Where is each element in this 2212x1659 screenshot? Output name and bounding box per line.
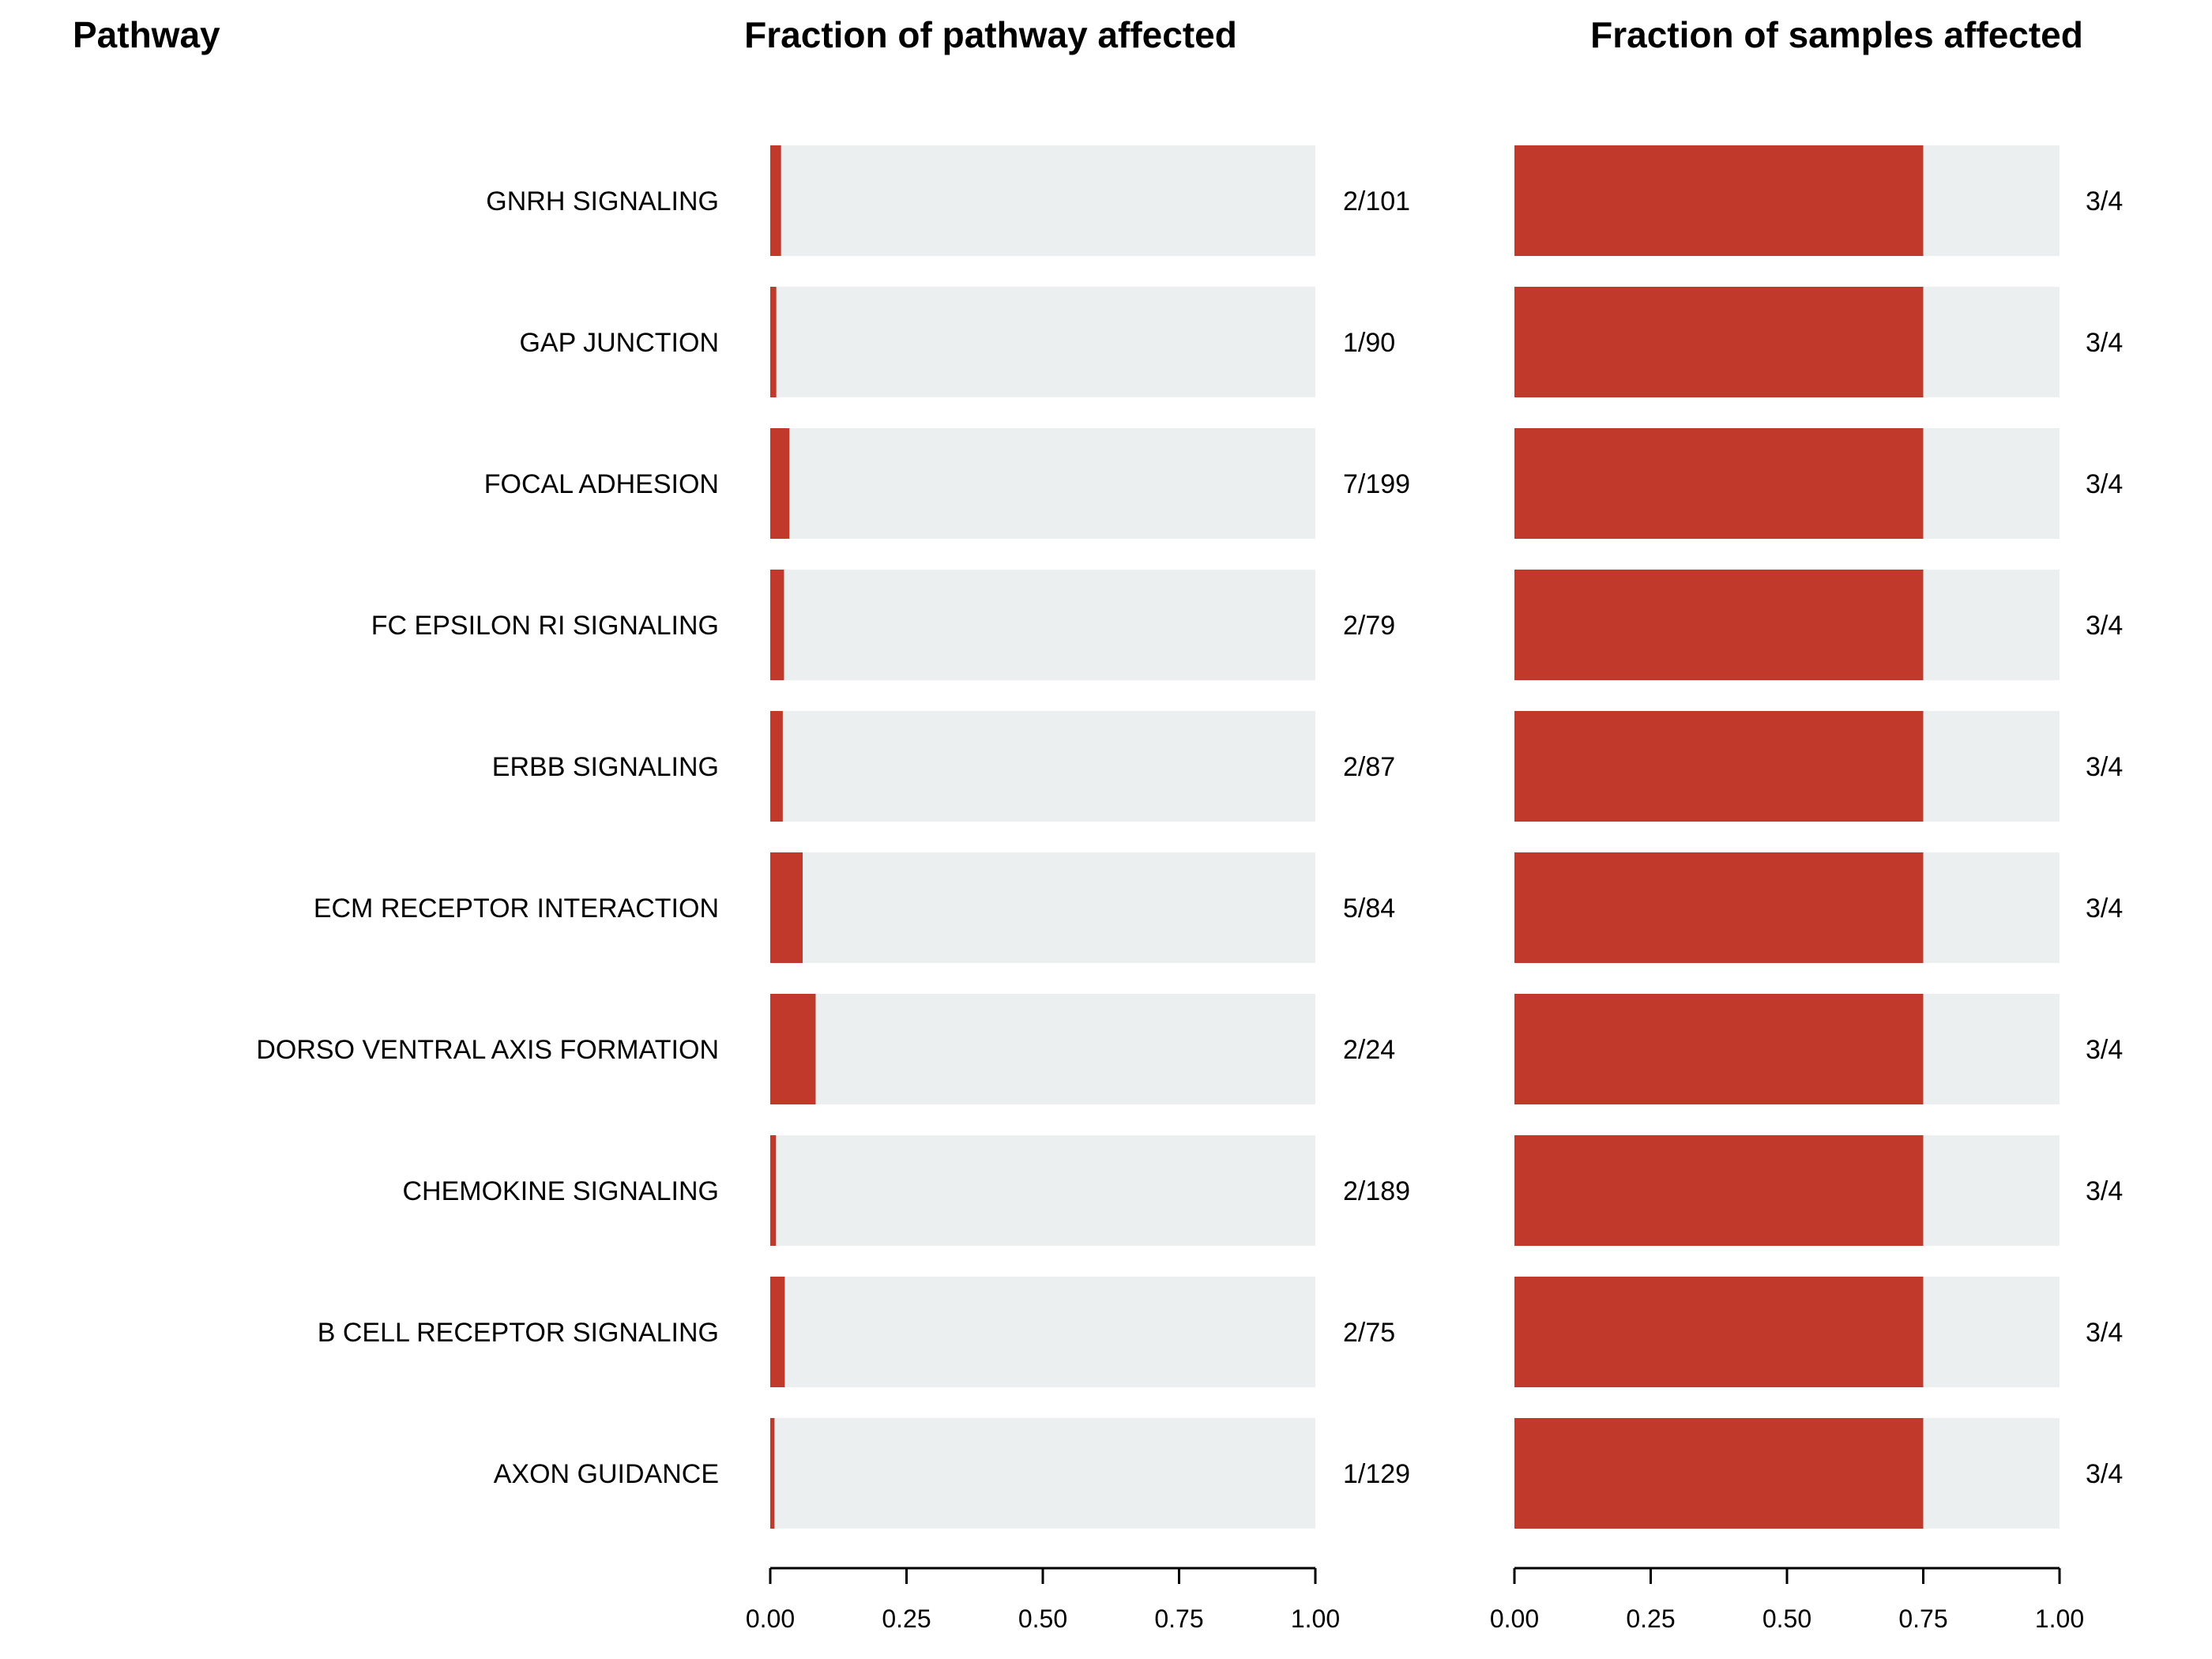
- fraction-samples-header: Fraction of samples affected: [1590, 14, 2083, 55]
- x-tick-label: 0.75: [1898, 1604, 1947, 1633]
- x-tick-label: 0.50: [1762, 1604, 1811, 1633]
- x-tick-label: 0.25: [882, 1604, 931, 1633]
- pathway-label: ERBB SIGNALING: [492, 752, 719, 782]
- x-tick-label: 1.00: [2035, 1604, 2084, 1633]
- bar-value-label: 2/24: [1343, 1035, 1395, 1065]
- bar-affected: [1514, 1135, 1924, 1246]
- bar-background: [770, 852, 1315, 963]
- bar-value-label: 3/4: [2086, 186, 2123, 216]
- pathway-label: FOCAL ADHESION: [484, 469, 719, 499]
- x-tick-label: 0.75: [1154, 1604, 1203, 1633]
- bar-affected: [770, 852, 803, 963]
- bar-affected: [770, 1135, 777, 1246]
- fraction-pathway-header: Fraction of pathway affected: [744, 14, 1237, 55]
- bar-affected: [770, 145, 781, 256]
- bar-background: [770, 994, 1315, 1104]
- bar-value-label: 3/4: [2086, 893, 2123, 924]
- bar-value-label: 7/199: [1343, 469, 1410, 499]
- bar-value-label: 3/4: [2086, 1459, 2123, 1489]
- bar-affected: [770, 428, 790, 539]
- bar-value-label: 2/75: [1343, 1318, 1395, 1348]
- bar-background: [770, 428, 1315, 539]
- bar-value-label: 5/84: [1343, 893, 1395, 924]
- chart-rows: GNRH SIGNALING 2/101 3/4 GAP JUNCTION 1/90 3/…: [256, 145, 2123, 1529]
- bar-value-label: 2/189: [1343, 1176, 1410, 1206]
- bar-affected: [1514, 570, 1924, 680]
- bar-affected: [1514, 994, 1924, 1104]
- bar-value-label: 3/4: [2086, 611, 2123, 641]
- bar-value-label: 3/4: [2086, 1318, 2123, 1348]
- bar-affected: [770, 570, 784, 680]
- bar-affected: [1514, 1418, 1924, 1529]
- bar-background: [770, 570, 1315, 680]
- bar-affected: [1514, 287, 1924, 397]
- pathway-label: ECM RECEPTOR INTERACTION: [314, 893, 719, 924]
- bar-value-label: 3/4: [2086, 1035, 2123, 1065]
- bar-value-label: 2/87: [1343, 752, 1395, 782]
- pathway-label: DORSO VENTRAL AXIS FORMATION: [256, 1035, 719, 1065]
- pathway-label: CHEMOKINE SIGNALING: [402, 1176, 719, 1206]
- chart-axes: 0.00 0.25 0.50 0.75 1.00 0.00 0.25 0.50 0.75 1.00: [746, 1567, 2084, 1633]
- pathway-label: AXON GUIDANCE: [494, 1459, 719, 1489]
- bar-value-label: 1/90: [1343, 328, 1395, 358]
- bar-value-label: 3/4: [2086, 328, 2123, 358]
- x-tick-label: 0.00: [1490, 1604, 1539, 1633]
- bar-value-label: 1/129: [1343, 1459, 1410, 1489]
- bar-value-label: 3/4: [2086, 1176, 2123, 1206]
- bar-background: [770, 1135, 1315, 1246]
- pathway-label: B CELL RECEPTOR SIGNALING: [318, 1318, 719, 1348]
- pathway-label: GNRH SIGNALING: [486, 186, 719, 216]
- pathway-header: Pathway: [73, 14, 220, 55]
- bar-affected: [1514, 711, 1924, 822]
- x-tick-label: 1.00: [1291, 1604, 1340, 1633]
- bar-affected: [770, 994, 816, 1104]
- bar-background: [770, 1277, 1315, 1387]
- bar-affected: [1514, 1277, 1924, 1387]
- bar-affected: [770, 287, 777, 397]
- bar-value-label: 2/79: [1343, 611, 1395, 641]
- bar-background: [770, 287, 1315, 397]
- x-tick-label: 0.50: [1018, 1604, 1067, 1633]
- bar-affected: [1514, 852, 1924, 963]
- x-tick-label: 0.00: [746, 1604, 795, 1633]
- bar-affected: [1514, 145, 1924, 256]
- pathway-label: GAP JUNCTION: [519, 328, 719, 358]
- bar-affected: [770, 1277, 785, 1387]
- bar-affected: [770, 711, 783, 822]
- bar-value-label: 3/4: [2086, 469, 2123, 499]
- x-tick-label: 0.25: [1626, 1604, 1675, 1633]
- bar-value-label: 3/4: [2086, 752, 2123, 782]
- pathway-label: FC EPSILON RI SIGNALING: [371, 611, 719, 641]
- bar-background: [770, 145, 1315, 256]
- bar-affected: [770, 1418, 775, 1529]
- bar-affected: [1514, 428, 1924, 539]
- bar-background: [770, 1418, 1315, 1529]
- bar-value-label: 2/101: [1343, 186, 1410, 216]
- bar-background: [770, 711, 1315, 822]
